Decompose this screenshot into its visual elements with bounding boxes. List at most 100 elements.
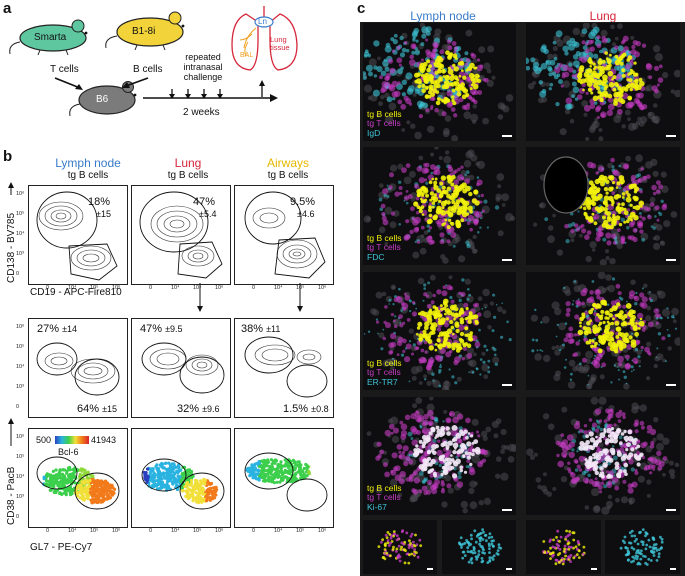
micrograph-blob (656, 83, 660, 87)
micrograph-blob (465, 465, 469, 469)
micrograph-blob (651, 184, 657, 191)
micrograph-blob (542, 472, 547, 477)
x-tick-label: 10⁴ (171, 285, 180, 291)
micrograph-blob (510, 216, 516, 221)
micrograph-blob (459, 197, 464, 202)
micrograph-blob (613, 115, 622, 124)
micrograph-blob (392, 210, 400, 217)
micrograph-blob (500, 335, 504, 339)
data-point (281, 471, 285, 475)
micrograph-blob (510, 444, 516, 452)
micrograph-blob (452, 450, 457, 455)
data-point (276, 475, 280, 479)
micrograph-blob (427, 409, 434, 417)
micrograph-blob (419, 424, 422, 428)
micrograph-blob (603, 302, 608, 306)
micrograph-blob (427, 317, 433, 323)
micrograph-blob (389, 67, 396, 74)
micrograph-blob (429, 198, 433, 202)
micrograph-blob (573, 458, 579, 464)
micrograph-blob (607, 303, 610, 306)
micrograph-blob (385, 72, 391, 79)
micrograph-blob (453, 66, 459, 72)
micrograph-blob (430, 300, 435, 305)
micrograph-blob (447, 440, 453, 446)
micrograph-blob (400, 430, 408, 437)
micrograph-blob (591, 212, 595, 216)
micrograph-blob (405, 343, 412, 350)
micrograph-blob (457, 475, 462, 480)
micrograph-blob (426, 380, 432, 386)
micrograph-blob (612, 87, 617, 92)
micrograph-blob (377, 332, 379, 335)
micrograph-blob (445, 426, 450, 431)
data-point (252, 474, 256, 478)
micrograph-blob (466, 295, 474, 303)
micrograph-blob (403, 461, 409, 467)
micrograph-blob (593, 53, 599, 59)
data-point (68, 485, 72, 489)
micrograph-blob (451, 41, 457, 46)
micrograph-blob (446, 449, 452, 455)
x-tick-label: 0 (252, 528, 256, 534)
micrograph-blob (634, 302, 638, 306)
micrograph-blob (471, 370, 475, 374)
micrograph-blob (376, 441, 382, 447)
micrograph-blob (631, 332, 634, 335)
micrograph-blob (630, 339, 637, 345)
micrograph-blob (564, 322, 568, 325)
micrograph-blob (617, 366, 619, 368)
micrograph-blob (617, 419, 622, 423)
micrograph-blob (481, 209, 485, 213)
micrograph-blob (414, 49, 420, 56)
micrograph-blob (560, 476, 568, 483)
micrograph-blob (592, 120, 600, 129)
pct-airways-r1: 9.5% (290, 196, 316, 208)
micrograph-blob (414, 240, 417, 244)
micrograph-blob (562, 285, 571, 294)
micrograph-blob (548, 67, 553, 72)
micrograph-blob (439, 49, 445, 55)
micrograph-blob (628, 497, 636, 504)
micrograph-blob (576, 94, 583, 100)
micrograph-blob (434, 28, 442, 36)
micrograph-blob (637, 312, 644, 320)
micrograph-blob (585, 350, 594, 359)
micrograph-blob (530, 57, 536, 63)
micrograph-blob (473, 439, 479, 444)
micrograph-blob (623, 435, 630, 441)
micrograph-blob (616, 427, 622, 434)
micrograph-blob (475, 211, 482, 218)
data-point (109, 485, 113, 489)
micrograph-blob (617, 475, 621, 479)
micrograph-blob (419, 330, 424, 335)
micrograph-blob (472, 74, 475, 78)
micrograph-blob (497, 114, 504, 120)
micrograph-blob (666, 316, 670, 319)
data-point (71, 471, 75, 475)
micrograph-blob (643, 441, 648, 447)
micrograph-blob (574, 223, 579, 228)
micrograph-blob (407, 561, 411, 565)
micrograph-blob (464, 278, 471, 285)
data-point (96, 478, 100, 483)
micrograph-blob (494, 353, 497, 357)
micrograph-blob (422, 329, 427, 334)
data-point (102, 496, 106, 500)
micrograph-blob (430, 171, 433, 175)
sd-airways-r1: ±4.6 (297, 209, 315, 219)
data-point (68, 473, 72, 477)
micrograph-blob (385, 322, 391, 329)
micrograph-blob (579, 233, 583, 238)
data-point (285, 480, 289, 484)
micrograph-blob (622, 453, 628, 459)
micrograph-blob (394, 474, 402, 481)
y-tick-label: 10³ (16, 384, 24, 390)
data-point (208, 496, 212, 500)
micrograph-blob (476, 430, 479, 434)
micrograph-blob (464, 342, 468, 346)
data-point (206, 491, 210, 495)
micrograph-blob (609, 53, 612, 57)
micrograph-blob (574, 468, 579, 472)
micrograph-blob (577, 210, 580, 213)
